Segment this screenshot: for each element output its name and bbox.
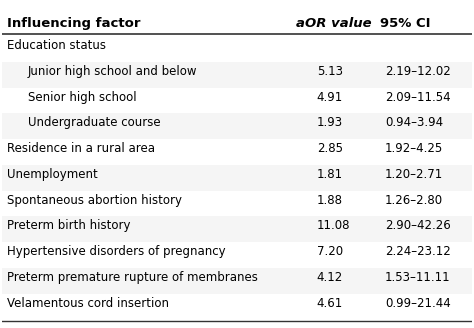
FancyBboxPatch shape <box>2 191 472 216</box>
FancyBboxPatch shape <box>2 113 472 139</box>
Text: 1.92–4.25: 1.92–4.25 <box>385 142 443 155</box>
FancyBboxPatch shape <box>2 242 472 268</box>
Text: 11.08: 11.08 <box>317 219 350 233</box>
Text: 5.13: 5.13 <box>317 65 343 78</box>
Text: Education status: Education status <box>7 39 106 52</box>
Text: Hypertensive disorders of pregnancy: Hypertensive disorders of pregnancy <box>7 245 226 258</box>
Text: 2.85: 2.85 <box>317 142 343 155</box>
Text: aOR value: aOR value <box>296 17 371 30</box>
Text: 2.09–11.54: 2.09–11.54 <box>385 91 451 104</box>
FancyBboxPatch shape <box>2 294 472 319</box>
FancyBboxPatch shape <box>2 62 472 88</box>
Text: 4.12: 4.12 <box>317 271 343 284</box>
FancyBboxPatch shape <box>2 139 472 165</box>
Text: 0.94–3.94: 0.94–3.94 <box>385 116 443 130</box>
FancyBboxPatch shape <box>2 36 472 62</box>
Text: 1.53–11.11: 1.53–11.11 <box>385 271 451 284</box>
Text: Preterm birth history: Preterm birth history <box>7 219 130 233</box>
Text: Influencing factor: Influencing factor <box>7 17 140 30</box>
Text: 1.26–2.80: 1.26–2.80 <box>385 194 443 207</box>
Text: 0.99–21.44: 0.99–21.44 <box>385 297 451 310</box>
Text: 2.19–12.02: 2.19–12.02 <box>385 65 451 78</box>
Text: Junior high school and below: Junior high school and below <box>28 65 198 78</box>
Text: Senior high school: Senior high school <box>28 91 137 104</box>
Text: 2.24–23.12: 2.24–23.12 <box>385 245 451 258</box>
Text: 4.61: 4.61 <box>317 297 343 310</box>
Text: Spontaneous abortion history: Spontaneous abortion history <box>7 194 182 207</box>
Text: 4.91: 4.91 <box>317 91 343 104</box>
Text: 1.20–2.71: 1.20–2.71 <box>385 168 443 181</box>
Text: 95% CI: 95% CI <box>380 17 431 30</box>
Text: 1.93: 1.93 <box>317 116 343 130</box>
Text: 1.88: 1.88 <box>317 194 343 207</box>
FancyBboxPatch shape <box>2 216 472 242</box>
Text: 2.90–42.26: 2.90–42.26 <box>385 219 451 233</box>
Text: Preterm premature rupture of membranes: Preterm premature rupture of membranes <box>7 271 258 284</box>
Text: Unemployment: Unemployment <box>7 168 98 181</box>
Text: Residence in a rural area: Residence in a rural area <box>7 142 155 155</box>
FancyBboxPatch shape <box>2 88 472 113</box>
Text: 1.81: 1.81 <box>317 168 343 181</box>
Text: Undergraduate course: Undergraduate course <box>28 116 161 130</box>
Text: 7.20: 7.20 <box>317 245 343 258</box>
Text: Velamentous cord insertion: Velamentous cord insertion <box>7 297 169 310</box>
FancyBboxPatch shape <box>2 268 472 294</box>
FancyBboxPatch shape <box>2 165 472 191</box>
